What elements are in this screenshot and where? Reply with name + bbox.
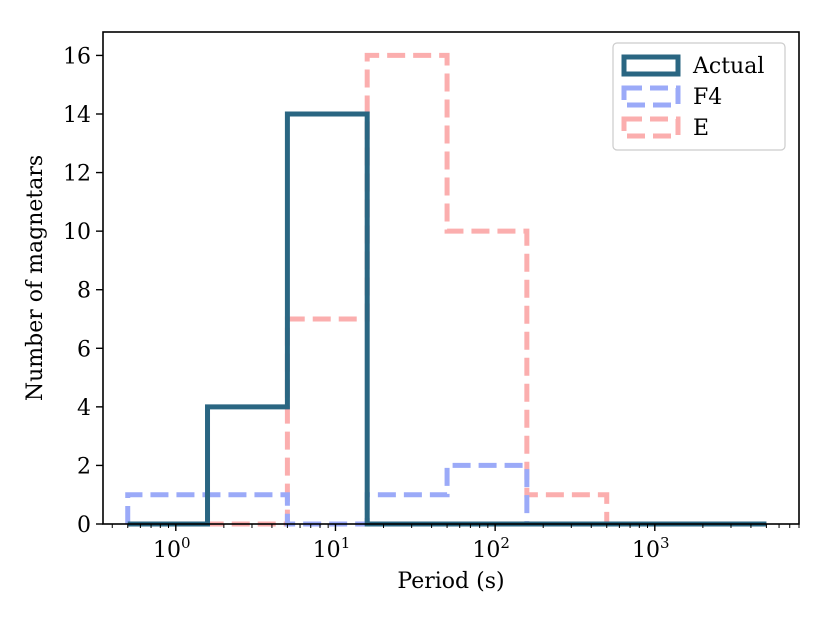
y-tick-label: 6 — [77, 337, 91, 362]
y-tick-label: 2 — [77, 454, 91, 479]
y-axis-label: Number of magnetars — [23, 155, 48, 401]
x-tick-label: 100 — [153, 534, 191, 563]
legend-label-e: E — [693, 116, 709, 141]
axis-ticks: 0 2 4 6 8 10 12 14 16 100 101 102 103 — [63, 44, 800, 563]
series-e-step — [127, 52, 767, 527]
y-tick-label: 4 — [77, 396, 91, 421]
series-actual-step — [127, 111, 767, 527]
x-tick-label: 101 — [313, 534, 351, 563]
y-tick-label: 12 — [63, 162, 91, 187]
x-axis-label: Period (s) — [397, 569, 504, 594]
legend: Actual F4 E — [612, 42, 786, 151]
x-tick-label: 103 — [632, 534, 670, 563]
series-f4-step — [125, 462, 767, 527]
legend-label-actual: Actual — [692, 54, 764, 79]
y-tick-label: 10 — [63, 220, 91, 245]
legend-box — [612, 42, 786, 151]
y-tick-label: 8 — [77, 279, 91, 304]
y-tick-label: 16 — [63, 44, 91, 69]
x-tick-label: 102 — [472, 534, 510, 563]
y-tick-label: 0 — [77, 513, 91, 538]
legend-swatch-f4 — [621, 85, 681, 108]
y-tick-label: 14 — [63, 103, 91, 128]
legend-label-f4: F4 — [693, 85, 722, 110]
legend-swatch-e — [621, 116, 681, 139]
legend-swatch-actual — [621, 54, 681, 77]
plot-frame — [102, 31, 800, 525]
